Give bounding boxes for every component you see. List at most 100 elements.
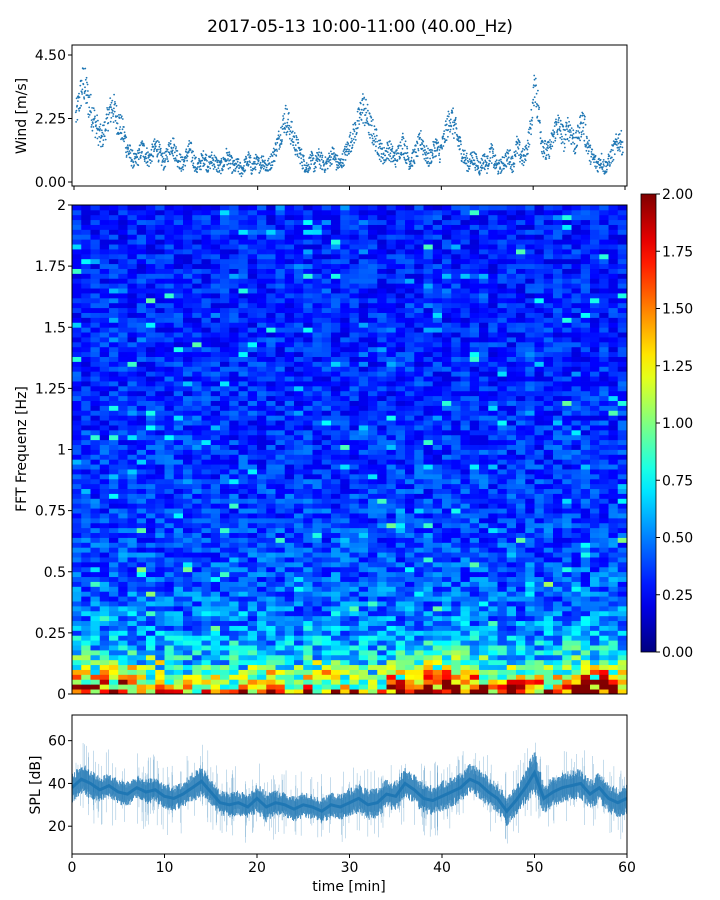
wind-point [176,154,178,157]
spectrogram-cell [442,513,452,519]
wind-point [572,129,575,132]
spectrogram-cell [442,674,452,680]
spectrogram-cell [247,596,258,602]
spectrogram-cell [617,684,628,690]
wind-point [467,161,470,163]
spectrogram-cell [229,571,239,578]
wind-point [88,106,91,109]
spectrogram-cell [173,635,184,641]
spectrogram-cell [571,581,582,587]
wind-point [231,157,234,159]
wind-point [489,157,492,159]
spectrogram-cell [432,566,443,573]
spectrogram-cell [543,586,554,592]
wind-point [449,122,452,124]
spectrogram-cell [553,669,563,675]
wind-point [366,120,369,123]
wind-point [84,89,87,92]
wind-point [397,147,400,150]
wind-point [419,144,422,146]
spectrogram-cell [358,498,369,504]
spectrogram-cell [72,615,82,622]
wind-point [255,163,258,166]
spectrogram-cell [201,684,212,690]
spectrogram-cell [201,503,212,509]
spectrogram-cell [469,596,480,602]
spectrogram-cell [414,513,424,519]
spectrogram-cell [580,498,591,504]
spectrogram-cell [516,620,526,626]
spectrogram-cell [368,561,378,568]
spectrogram-cell [238,576,249,582]
wind-point [362,93,364,95]
spectrogram-cell [99,459,110,465]
spectrogram-cell [414,576,424,582]
wind-point [99,128,102,130]
wind-point [194,166,197,169]
wind-point [215,160,217,162]
spectrogram-cell [395,483,406,490]
spectrogram-cell [469,684,480,690]
wind-point [100,129,103,132]
spectrogram-cell [469,469,480,475]
figure-title: 2017-05-13 10:00-11:00 (40.00_Hz) [207,17,513,37]
spectrogram-cell [229,459,239,465]
wind-point [75,97,78,100]
wind-point [253,160,256,163]
wind-point [393,152,396,155]
wind-point [416,142,419,145]
spectrogram-cell [99,649,110,656]
spectrogram-cell [340,508,350,514]
wind-point [559,126,561,128]
spectrogram-cell [340,620,350,626]
wind-point [544,156,547,159]
spectrogram-cell [173,503,184,509]
spectrogram-cell [99,601,110,607]
spectrogram-cell [118,527,128,534]
spectrogram-cell [81,679,91,685]
spectrogram-cell [164,640,175,646]
spectrogram-cell [192,654,202,661]
spectrogram-cell [377,527,387,534]
spectrogram-cell [617,576,628,582]
spectrogram-cell [479,517,489,524]
spectrogram-cell [395,557,406,563]
spectrogram-cell [599,527,609,534]
spectrogram-cell [608,464,619,470]
spectrogram-cell [294,571,304,578]
spectrogram-cell [81,527,91,534]
spectrogram-cell [164,527,175,534]
spectrogram-cell [321,552,332,558]
wind-point [339,159,342,162]
spectrogram-cell [562,625,572,631]
spectrogram-cell [617,547,628,553]
spectrogram-cell [192,635,202,641]
wind-point [451,133,454,135]
spectrogram-cell [599,547,609,553]
wind-point [370,133,372,136]
spectrogram-cell [164,537,175,543]
spectrogram-cell [460,645,471,651]
spectrogram-cell [275,557,286,563]
spectrogram-cell [127,659,138,666]
spectrogram-cell [617,561,628,568]
spectrogram-cell [608,649,619,656]
spectrogram-cell [349,483,360,490]
spectrogram-cell [469,659,480,666]
spectrogram-cell [201,581,212,587]
wind-point [319,167,322,170]
spectrogram-cell [553,654,563,661]
spectrogram-cell [294,478,304,485]
wind-point [540,150,543,153]
spectrogram-cell [164,610,175,617]
spectrogram-cell [99,615,110,622]
spectrogram-cell [321,483,332,490]
spectrogram-cell [608,669,619,675]
spectrogram-cell [164,669,175,675]
spectrogram-cell [303,591,313,597]
spectrogram-cell [173,469,184,475]
wind-point [345,143,347,146]
wind-point [403,143,406,146]
wind-point [492,166,495,169]
wind-point [590,151,593,153]
